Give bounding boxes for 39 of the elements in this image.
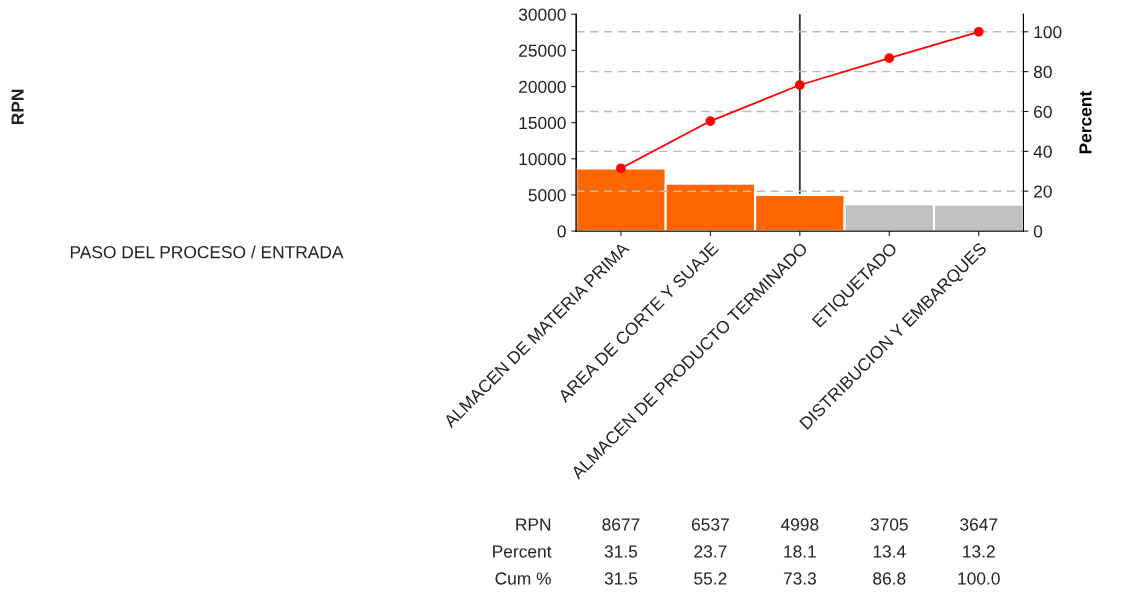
y2-tick-label: 60 [1034,105,1052,118]
text: 23.7 [694,545,727,558]
point [794,80,805,90]
data-label: 6537 [691,518,729,531]
point [705,116,716,126]
point [884,53,895,63]
y2-tick-label: 40 [1033,145,1052,158]
y2-tick-label: 0 [1033,225,1043,238]
y-tick-label: 15000 [519,116,566,130]
y-tick-label: 10000 [519,152,566,166]
text: 13.2 [963,545,995,558]
text: Cum % [495,572,551,585]
text: 13.4 [873,545,906,558]
point [616,163,626,174]
data-label: 31.5 [604,572,638,585]
y-tick-label: 25000 [519,44,566,57]
y2-tick-label: 20 [1034,185,1052,198]
y-tick-label: 5000 [528,189,566,202]
data-label: 73.3 [783,572,816,585]
y2-axis-title: Percent [1079,91,1092,154]
text: Percent [493,545,552,558]
text: 31.5 [604,545,638,558]
y2-tick-label: 100 [1034,25,1062,39]
text: PASO DEL PROCESO / ENTRADA [70,245,344,259]
data-label: 4998 [780,518,819,531]
data-label: 8677 [602,518,640,531]
y-tick-label: 0 [557,225,566,238]
text: RPN [516,518,551,531]
y2-tick-label: 80 [1033,65,1052,79]
text: RPN [11,89,24,125]
y-tick-label: 30000 [518,8,566,21]
y-tick-label: 20000 [519,80,566,93]
data-label: 86.8 [873,572,906,585]
text: 18.1 [784,545,816,558]
data-label: 3647 [960,518,998,531]
data-label: 3705 [870,518,908,531]
data-label: 55.2 [694,572,727,585]
point [973,26,984,37]
data-label: 100.0 [958,572,1000,585]
